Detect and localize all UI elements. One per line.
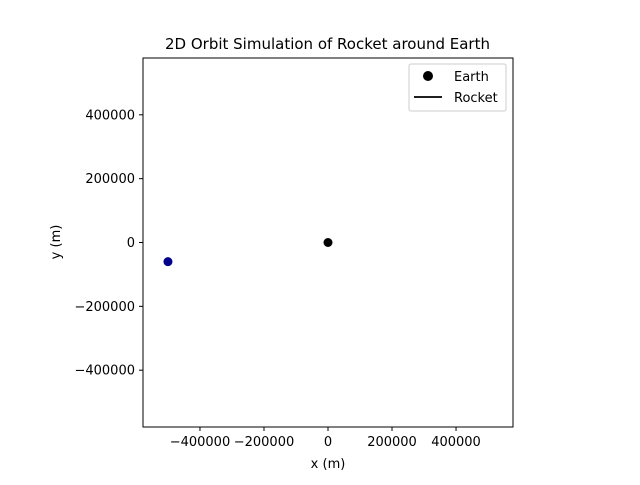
earth-marker	[323, 238, 333, 247]
rocket-position-marker	[163, 257, 173, 267]
x-tick-label: 0	[324, 435, 332, 450]
x-tick-label: 400000	[431, 435, 481, 450]
y-tick-label: 200000	[85, 172, 135, 187]
y-tick-label: −200000	[74, 300, 135, 315]
x-axis-ticks: −400000 −200000 0 200000 400000	[170, 427, 481, 450]
y-tick-label: 400000	[85, 108, 135, 123]
y-tick-label: 0	[127, 236, 135, 251]
chart-title: 2D Orbit Simulation of Rocket around Ear…	[165, 35, 490, 53]
x-axis-label: x (m)	[311, 457, 346, 472]
y-tick-label: −400000	[74, 364, 135, 379]
data-marks	[163, 238, 333, 267]
y-axis-label: y (m)	[49, 225, 64, 260]
legend-rocket-label: Rocket	[454, 91, 498, 106]
legend: Earth Rocket	[408, 63, 507, 112]
x-tick-label: −200000	[234, 435, 295, 450]
x-tick-label: 200000	[367, 435, 417, 450]
legend-earth-label: Earth	[454, 70, 489, 85]
legend-earth-marker	[423, 71, 433, 81]
x-tick-label: −400000	[170, 435, 231, 450]
y-axis-ticks: 400000 200000 0 −200000 −400000	[74, 108, 143, 379]
legend-box	[408, 63, 507, 112]
